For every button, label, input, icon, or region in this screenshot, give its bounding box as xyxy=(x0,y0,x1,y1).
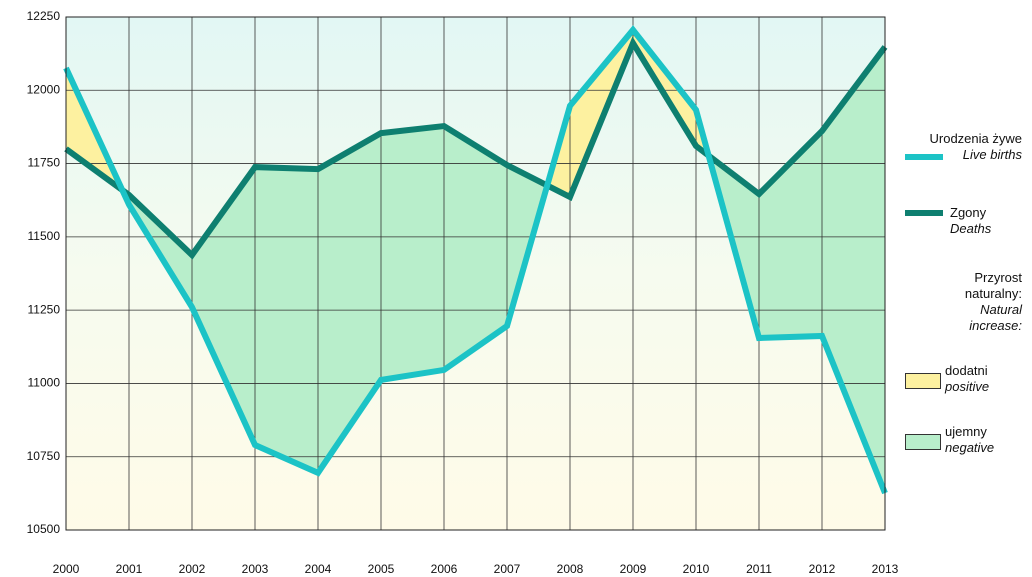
plot-frame xyxy=(65,16,886,531)
x-tick-label: 2011 xyxy=(746,562,772,576)
increase-area xyxy=(444,126,507,370)
increase-area xyxy=(255,167,318,473)
y-tick-label: 11250 xyxy=(28,302,61,316)
legend-label: Zgony xyxy=(950,205,987,220)
legend-births: Urodzenia żywe Live births xyxy=(905,131,1023,163)
increase-area xyxy=(822,46,885,494)
x-tick-label: 2013 xyxy=(872,562,899,576)
legend-label-en: positive xyxy=(945,379,990,394)
y-tick-label: 12000 xyxy=(27,82,61,96)
x-tick-label: 2002 xyxy=(179,562,206,576)
legend-swatch xyxy=(905,210,943,216)
x-tick-label: 2000 xyxy=(53,562,80,576)
increase-area xyxy=(759,131,822,338)
increase-area xyxy=(381,126,444,380)
x-tick-label: 2008 xyxy=(557,562,584,576)
legend-positive: dodatni positive xyxy=(945,363,1005,395)
x-tick-label: 2006 xyxy=(431,562,458,576)
x-tick-label: 2007 xyxy=(494,562,521,576)
legend-label-en: Natural increase: xyxy=(969,302,1022,333)
y-tick-label: 10500 xyxy=(27,522,61,536)
legend-label: ujemny xyxy=(945,424,987,439)
y-tick-label: 10750 xyxy=(27,449,61,463)
legend-label: dodatni xyxy=(945,363,988,378)
y-tick-label: 11750 xyxy=(28,156,61,170)
legend-label-en: Live births xyxy=(962,147,1022,162)
legend-label-en: negative xyxy=(945,440,995,455)
increase-area xyxy=(318,133,381,473)
legend-swatch xyxy=(905,434,941,450)
x-tick-label: 2005 xyxy=(368,562,395,576)
x-tick-label: 2012 xyxy=(809,562,836,576)
legend-label: Przyrost naturalny: xyxy=(964,270,1022,301)
legend-swatch xyxy=(905,154,943,160)
legend-label-en: Deaths xyxy=(950,221,992,236)
series-line xyxy=(63,25,888,495)
legend-negative: ujemny negative xyxy=(945,424,1005,456)
y-tick-label: 11500 xyxy=(28,229,61,243)
x-tick-label: 2004 xyxy=(305,562,332,576)
series-line xyxy=(64,36,888,260)
x-tick-label: 2003 xyxy=(242,562,269,576)
y-tick-label: 11000 xyxy=(28,376,61,390)
y-tick-label: 12250 xyxy=(27,9,61,23)
legend-fill-title: Przyrost naturalny: Natural increase: xyxy=(930,270,1022,334)
x-tick-label: 2009 xyxy=(620,562,647,576)
legend-label: Urodzenia żywe xyxy=(929,131,1023,146)
legend-deaths-text: Zgony Deaths xyxy=(950,205,992,237)
x-tick-label: 2010 xyxy=(683,562,710,576)
legend-swatch xyxy=(905,373,941,389)
x-tick-label: 2001 xyxy=(116,562,143,576)
